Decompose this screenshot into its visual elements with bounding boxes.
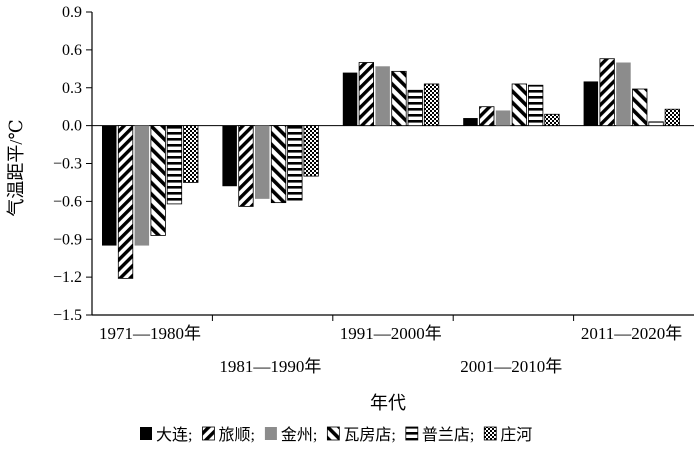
x-axis-title: 年代 (370, 393, 406, 413)
legend-label-瓦房店: 瓦房店; (343, 426, 395, 444)
legend-swatch-大连 (140, 427, 152, 440)
y-tick-label: 0.6 (62, 42, 82, 59)
bar-普兰店-3 (528, 84, 544, 127)
x-category-label: 1981—1990年 (219, 357, 321, 376)
bar-庄河-3 (544, 113, 560, 127)
bar-瓦房店-3 (511, 83, 527, 127)
bar-庄河-2 (423, 83, 440, 127)
bar-旅顺-4 (599, 58, 615, 127)
y-tick-label: 0.3 (62, 80, 82, 97)
legend-swatch-金州 (264, 427, 277, 440)
bar-普兰店-1 (287, 125, 303, 201)
bar-普兰店-2 (407, 89, 423, 127)
bar-大连-1 (222, 125, 237, 187)
bar-大连-2 (342, 72, 358, 126)
bar-瓦房店-0 (150, 125, 166, 236)
y-axis-title: 气温距平/℃ (6, 119, 26, 216)
plot-area (91, 12, 694, 316)
bar-庄河-1 (303, 125, 319, 177)
legend-label-普兰店: 普兰店; (422, 426, 474, 444)
x-category-label: 2011—2020年 (581, 324, 682, 343)
bar-金州-2 (375, 66, 390, 126)
bar-瓦房店-2 (391, 70, 407, 127)
y-tick-label: 0.0 (62, 118, 82, 135)
bar-大连-0 (102, 125, 117, 246)
y-tick-label: 0.9 (62, 4, 82, 21)
bar-金州-1 (255, 125, 270, 199)
bar-瓦房店-1 (270, 125, 287, 204)
legend-swatch-旅顺 (202, 426, 215, 441)
legend-label-庄河: 庄河 (500, 426, 532, 444)
bar-金州-4 (616, 62, 631, 126)
legend-label-金州: 金州; (281, 426, 317, 444)
y-tick-label: −0.9 (53, 231, 82, 248)
y-tick-label: −1.2 (53, 269, 82, 286)
bar-旅顺-3 (479, 106, 495, 127)
x-category-label: 1991—2000年 (340, 324, 442, 343)
x-category-label: 2001—2010年 (460, 357, 562, 376)
bar-旅顺-1 (238, 125, 254, 207)
legend: 大连; 旅顺; 金州; 瓦房店; 普兰店; 庄河 (140, 426, 532, 444)
bar-金州-0 (134, 125, 150, 246)
bar-瓦房店-4 (632, 88, 648, 127)
bar-庄河-0 (183, 125, 199, 183)
y-tick-label: −0.3 (53, 156, 82, 173)
bar-普兰店-0 (166, 125, 183, 205)
bar-旅顺-0 (117, 125, 134, 279)
bar-大连-3 (463, 118, 478, 126)
bar-金州-3 (495, 110, 511, 126)
y-axis-ticks: 0.9 0.6 0.3 0.0 −0.3 −0.6 −0.9 −1.2 −1.5 (53, 4, 92, 324)
bar-旅顺-2 (358, 62, 375, 127)
x-category-label: 1971—1980年 (99, 324, 201, 343)
y-tick-label: −0.6 (53, 193, 82, 210)
legend-swatch-瓦房店 (326, 426, 340, 441)
bar-庄河-4 (664, 108, 680, 127)
legend-label-大连: 大连; (156, 426, 192, 444)
bar-大连-4 (583, 81, 599, 126)
x-axis-categories: 1971—1980年 1981—1990年 1991—2000年 2001—2010年… (99, 315, 682, 376)
bar-普兰店-4 (648, 121, 664, 127)
legend-swatch-普兰店 (405, 426, 419, 441)
legend-label-旅顺: 旅顺; (218, 426, 254, 444)
legend-swatch-庄河 (483, 426, 497, 441)
y-tick-label: −1.5 (53, 307, 82, 324)
